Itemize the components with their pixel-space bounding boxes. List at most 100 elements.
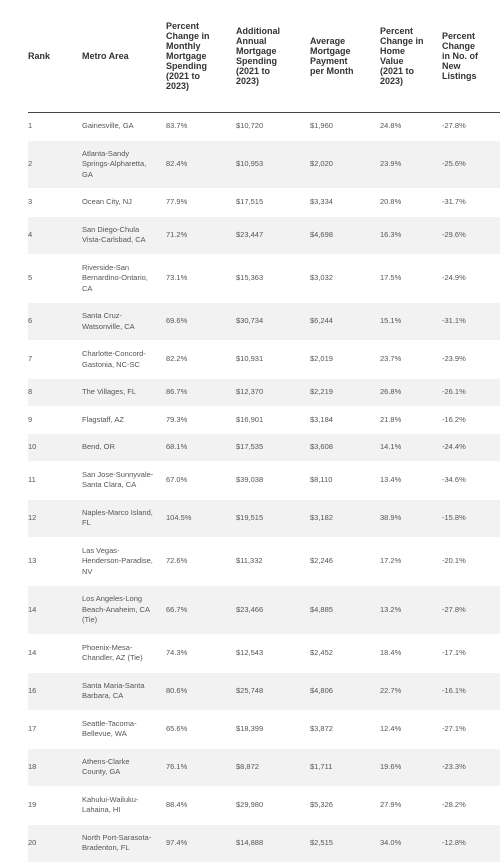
metro-cell: Bend, OR <box>82 433 166 462</box>
table-row: 1 Gainesville, GA 83.7% $10,720 $1,960 24.8% -… <box>28 112 500 141</box>
value-cell: -23.3% <box>442 748 500 787</box>
header-row: Rank Metro Area Percent Change in Monthly … <box>28 0 500 113</box>
value-cell: 15.1% <box>380 302 442 341</box>
metro-cell: Athens-Clarke County, GA <box>82 748 166 787</box>
value-cell: $12,370 <box>236 378 310 407</box>
table-row: 3 Ocean City, NJ 77.9% $17,515 $3,334 20.8% -3… <box>28 188 500 217</box>
table-row: 6 Santa Cruz-Watsonville, CA 69.6% $30,734 $… <box>28 302 500 341</box>
metro-cell: Phoenix-Mesa-Chandler, AZ (Tie) <box>82 634 166 673</box>
column-header: Percent Change in No. of New Listings <box>442 0 500 113</box>
value-cell: -20.1% <box>442 537 500 586</box>
value-cell: 16.3% <box>380 216 442 255</box>
value-cell: $19,515 <box>236 499 310 538</box>
value-cell: -17.1% <box>442 634 500 673</box>
value-cell: $10,931 <box>236 340 310 379</box>
value-cell: 17.5% <box>380 254 442 303</box>
value-cell: 34.0% <box>380 824 442 863</box>
rank-cell: 14 <box>28 585 82 635</box>
value-cell: $4,806 <box>310 672 380 711</box>
rank-cell: 2 <box>28 140 82 189</box>
rank-cell: 10 <box>28 433 82 462</box>
value-cell: -12.8% <box>442 824 500 863</box>
value-cell: $3,872 <box>310 710 380 749</box>
value-cell: 66.7% <box>166 585 236 635</box>
value-cell: $2,515 <box>310 824 380 863</box>
value-cell: $23,447 <box>236 216 310 255</box>
value-cell: $25,748 <box>236 672 310 711</box>
rank-cell: 7 <box>28 340 82 379</box>
value-cell: 80.6% <box>166 672 236 711</box>
value-cell: $30,734 <box>236 302 310 341</box>
value-cell: 71.2% <box>166 216 236 255</box>
value-cell: $17,535 <box>236 433 310 462</box>
rank-cell: 11 <box>28 461 82 500</box>
column-header-text: Percent Change in Monthly Mortgage Spend… <box>166 21 210 91</box>
value-cell: -27.1% <box>442 710 500 749</box>
value-cell: 82.4% <box>166 140 236 189</box>
value-cell: 23.9% <box>380 140 442 189</box>
metro-cell: Atlanta-Sandy Springs-Alpharetta, GA <box>82 140 166 189</box>
value-cell: -24.4% <box>442 433 500 462</box>
ranking-table: Rank Metro Area Percent Change in Monthly … <box>28 0 500 863</box>
metro-cell: Los Angeles-Long Beach-Anaheim, CA (Tie) <box>82 585 166 635</box>
rank-cell: 1 <box>28 112 82 141</box>
value-cell: -31.1% <box>442 302 500 341</box>
table-row: 20 North Port-Sarasota-Bradenton, FL 97.4%… <box>28 824 500 863</box>
value-cell: $3,184 <box>310 406 380 434</box>
table-row: 7 Charlotte-Concord-Gastonia, NC-SC 82.2% $… <box>28 340 500 379</box>
value-cell: $10,953 <box>236 140 310 189</box>
table-row: 12 Naples-Marco Island, FL 104.5% $19,515 $3… <box>28 499 500 538</box>
value-cell: -28.2% <box>442 786 500 825</box>
value-cell: $8,872 <box>236 748 310 787</box>
value-cell: $2,246 <box>310 537 380 586</box>
value-cell: 23.7% <box>380 340 442 379</box>
value-cell: -16.1% <box>442 672 500 711</box>
column-header-text: Average Mortgage Payment per Month <box>310 36 354 76</box>
value-cell: 14.1% <box>380 433 442 462</box>
table-row: 14 Phoenix-Mesa-Chandler, AZ (Tie) 74.3% $1… <box>28 634 500 673</box>
rank-cell: 16 <box>28 672 82 711</box>
rank-cell: 13 <box>28 537 82 586</box>
column-header-text: Additional Annual Mortgage Spending (202… <box>236 26 280 86</box>
table-row: 16 Santa Maria-Santa Barbara, CA 80.6% $25,… <box>28 672 500 711</box>
table-row: 17 Seattle-Tacoma-Bellevue, WA 65.6% $18,39… <box>28 710 500 749</box>
metro-cell: Gainesville, GA <box>82 112 166 141</box>
rank-cell: 18 <box>28 748 82 787</box>
value-cell: $2,219 <box>310 378 380 407</box>
value-cell: 74.3% <box>166 634 236 673</box>
metro-cell: Naples-Marco Island, FL <box>82 499 166 538</box>
column-header-text: Percent Change in No. of New Listings <box>442 31 478 81</box>
value-cell: 20.8% <box>380 188 442 217</box>
table-row: 14 Los Angeles-Long Beach-Anaheim, CA (Ti… <box>28 585 500 635</box>
value-cell: -24.9% <box>442 254 500 303</box>
value-cell: -23.9% <box>442 340 500 379</box>
rank-cell: 12 <box>28 499 82 538</box>
rank-cell: 3 <box>28 188 82 217</box>
rank-cell: 4 <box>28 216 82 255</box>
table-body: 1 Gainesville, GA 83.7% $10,720 $1,960 24.8% -… <box>28 112 500 863</box>
rank-cell: 14 <box>28 634 82 673</box>
value-cell: $11,332 <box>236 537 310 586</box>
value-cell: 13.2% <box>380 585 442 635</box>
value-cell: 18.4% <box>380 634 442 673</box>
value-cell: -26.1% <box>442 378 500 407</box>
column-header: Metro Area <box>82 0 166 113</box>
value-cell: 72.6% <box>166 537 236 586</box>
value-cell: 65.6% <box>166 710 236 749</box>
value-cell: 104.5% <box>166 499 236 538</box>
value-cell: $39,038 <box>236 461 310 500</box>
value-cell: -27.8% <box>442 585 500 635</box>
value-cell: 73.1% <box>166 254 236 303</box>
value-cell: 13.4% <box>380 461 442 500</box>
value-cell: $17,515 <box>236 188 310 217</box>
value-cell: $3,334 <box>310 188 380 217</box>
column-header: Percent Change in Monthly Mortgage Spend… <box>166 0 236 113</box>
column-header-text: Percent Change in Home Value (2021 to 20… <box>380 26 424 86</box>
metro-cell: Riverside-San Bernardino-Ontario, CA <box>82 254 166 303</box>
rank-cell: 17 <box>28 710 82 749</box>
value-cell: 17.2% <box>380 537 442 586</box>
value-cell: 12.4% <box>380 710 442 749</box>
value-cell: $10,720 <box>236 112 310 141</box>
value-cell: -27.8% <box>442 112 500 141</box>
value-cell: $23,466 <box>236 585 310 635</box>
